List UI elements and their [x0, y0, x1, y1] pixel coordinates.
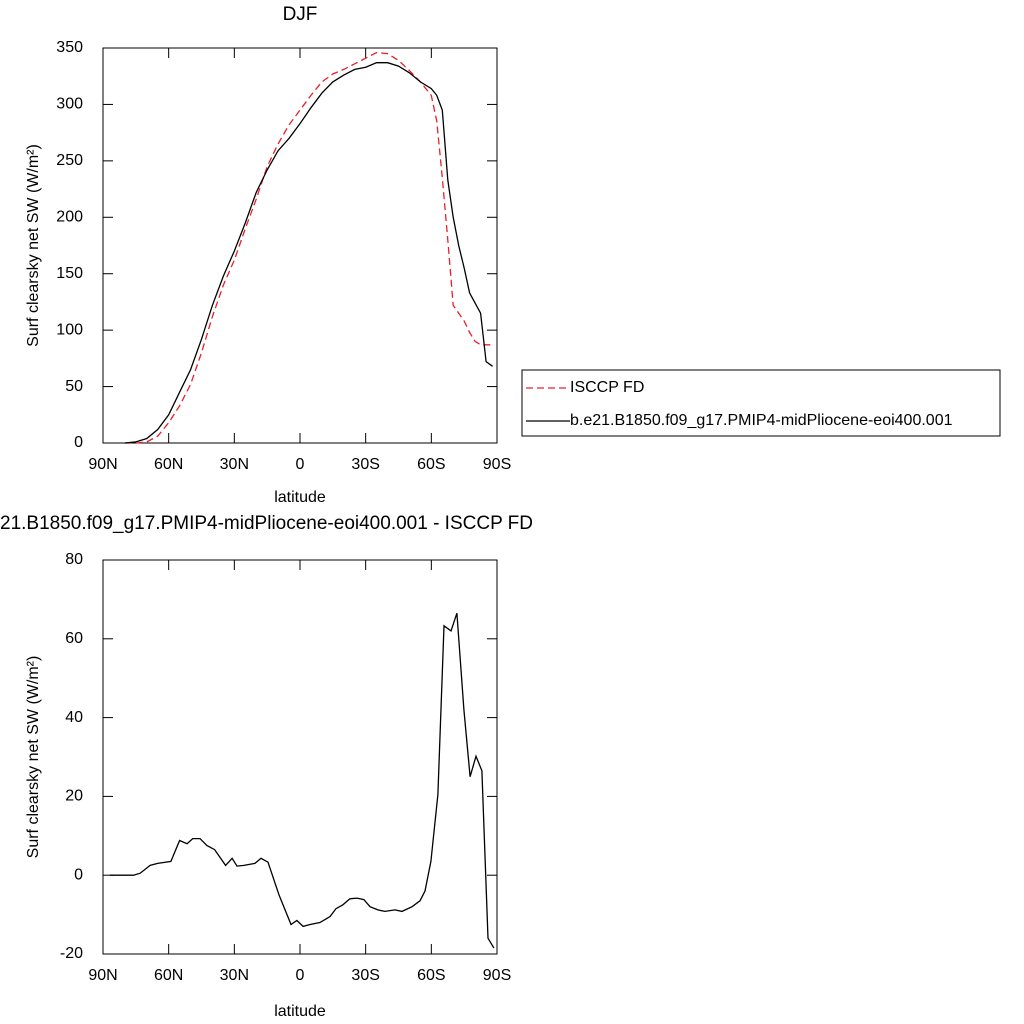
chart-title: 21.B1850.f09_g17.PMIP4-midPliocene-eoi40… — [0, 513, 533, 534]
plot-frame — [102, 559, 498, 955]
y-tick-label: -20 — [60, 945, 83, 962]
x-tick-label: 30N — [220, 456, 249, 473]
x-tick-label: 90S — [483, 456, 511, 473]
x-axis-label: latitude — [274, 1003, 326, 1020]
y-tick-label: 350 — [56, 39, 83, 56]
plot-frame — [102, 47, 498, 444]
x-axis-label: latitude — [274, 489, 326, 506]
legend-label: ISCCP FD — [570, 379, 644, 396]
y-tick-label: 60 — [65, 630, 83, 647]
x-tick-label: 90S — [483, 967, 511, 984]
y-tick-label: 0 — [74, 866, 83, 883]
legend-label: b.e21.B1850.f09_g17.PMIP4-midPliocene-eo… — [570, 412, 953, 429]
y-tick-label: 100 — [56, 321, 83, 338]
data-line — [124, 62, 493, 444]
data-line — [124, 51, 493, 444]
x-tick-label: 30S — [351, 456, 379, 473]
y-tick-label: 150 — [56, 265, 83, 282]
x-tick-label: 60N — [154, 456, 183, 473]
y-tick-label: 200 — [56, 209, 83, 226]
x-tick-label: 90N — [88, 456, 117, 473]
y-axis-label: Surf clearsky net SW (W/m²) — [25, 144, 42, 347]
x-tick-label: 30S — [351, 967, 379, 984]
chart-title: DJF — [283, 4, 318, 25]
data-line — [110, 612, 495, 949]
x-tick-label: 0 — [296, 967, 305, 984]
y-tick-label: 40 — [65, 709, 83, 726]
x-tick-label: 60N — [154, 967, 183, 984]
y-tick-label: 250 — [56, 152, 83, 169]
y-tick-label: 0 — [74, 434, 83, 451]
y-tick-label: 80 — [65, 551, 83, 568]
y-tick-label: 300 — [56, 96, 83, 113]
legend-box — [521, 369, 1001, 437]
x-tick-label: 0 — [296, 456, 305, 473]
y-tick-label: 20 — [65, 788, 83, 805]
y-axis-label: Surf clearsky net SW (W/m²) — [25, 656, 42, 859]
x-tick-label: 60S — [417, 456, 445, 473]
y-tick-label: 50 — [65, 378, 83, 395]
x-tick-label: 60S — [417, 967, 445, 984]
x-tick-label: 90N — [88, 967, 117, 984]
x-tick-label: 30N — [220, 967, 249, 984]
